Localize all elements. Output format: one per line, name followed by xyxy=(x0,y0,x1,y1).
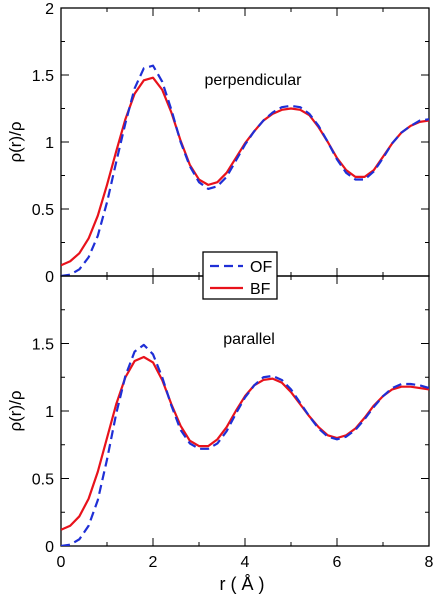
x-axis-label: r ( Å ) xyxy=(220,574,265,594)
legend-box xyxy=(202,251,278,300)
panel-parallel: 0 0.5 1 1.5 0 2 4 6 8 ρ(r)/ρ r ( Å ) parallel xyxy=(6,275,434,594)
series-line-bf xyxy=(61,355,429,531)
y-axis-label: ρ(r)/ρ xyxy=(6,121,25,162)
y-tick-label: 1 xyxy=(45,135,54,152)
y-axis-label: ρ(r)/ρ xyxy=(6,390,25,431)
y-tick-label: 0 xyxy=(45,539,54,556)
y-tick-label: 0.5 xyxy=(32,472,54,489)
panel-perpendicular: 0 0.5 1 1.5 2 ρ(r)/ρ perpendicular xyxy=(6,1,430,286)
y-tick-label: 1.5 xyxy=(32,68,54,85)
x-tick-label: 8 xyxy=(425,554,434,571)
series-line-of xyxy=(61,343,429,546)
y-tick-label: 0 xyxy=(45,269,54,286)
panel-annotation: parallel xyxy=(223,331,275,348)
x-tick-label: 0 xyxy=(57,554,66,571)
legend-label-of: OF xyxy=(250,259,272,276)
legend-label-bf: BF xyxy=(250,281,271,298)
y-tick-label: 1.5 xyxy=(32,337,54,354)
x-tick-label: 6 xyxy=(333,554,342,571)
legend: OF BF xyxy=(202,251,278,300)
y-tick-label: 2 xyxy=(45,1,54,18)
y-tick-label: 1 xyxy=(45,404,54,421)
y-tick-label: 0.5 xyxy=(32,202,54,219)
series-line-of xyxy=(61,64,429,276)
x-tick-label: 4 xyxy=(241,554,250,571)
panel-annotation: perpendicular xyxy=(205,72,303,89)
x-tick-label: 2 xyxy=(149,554,158,571)
